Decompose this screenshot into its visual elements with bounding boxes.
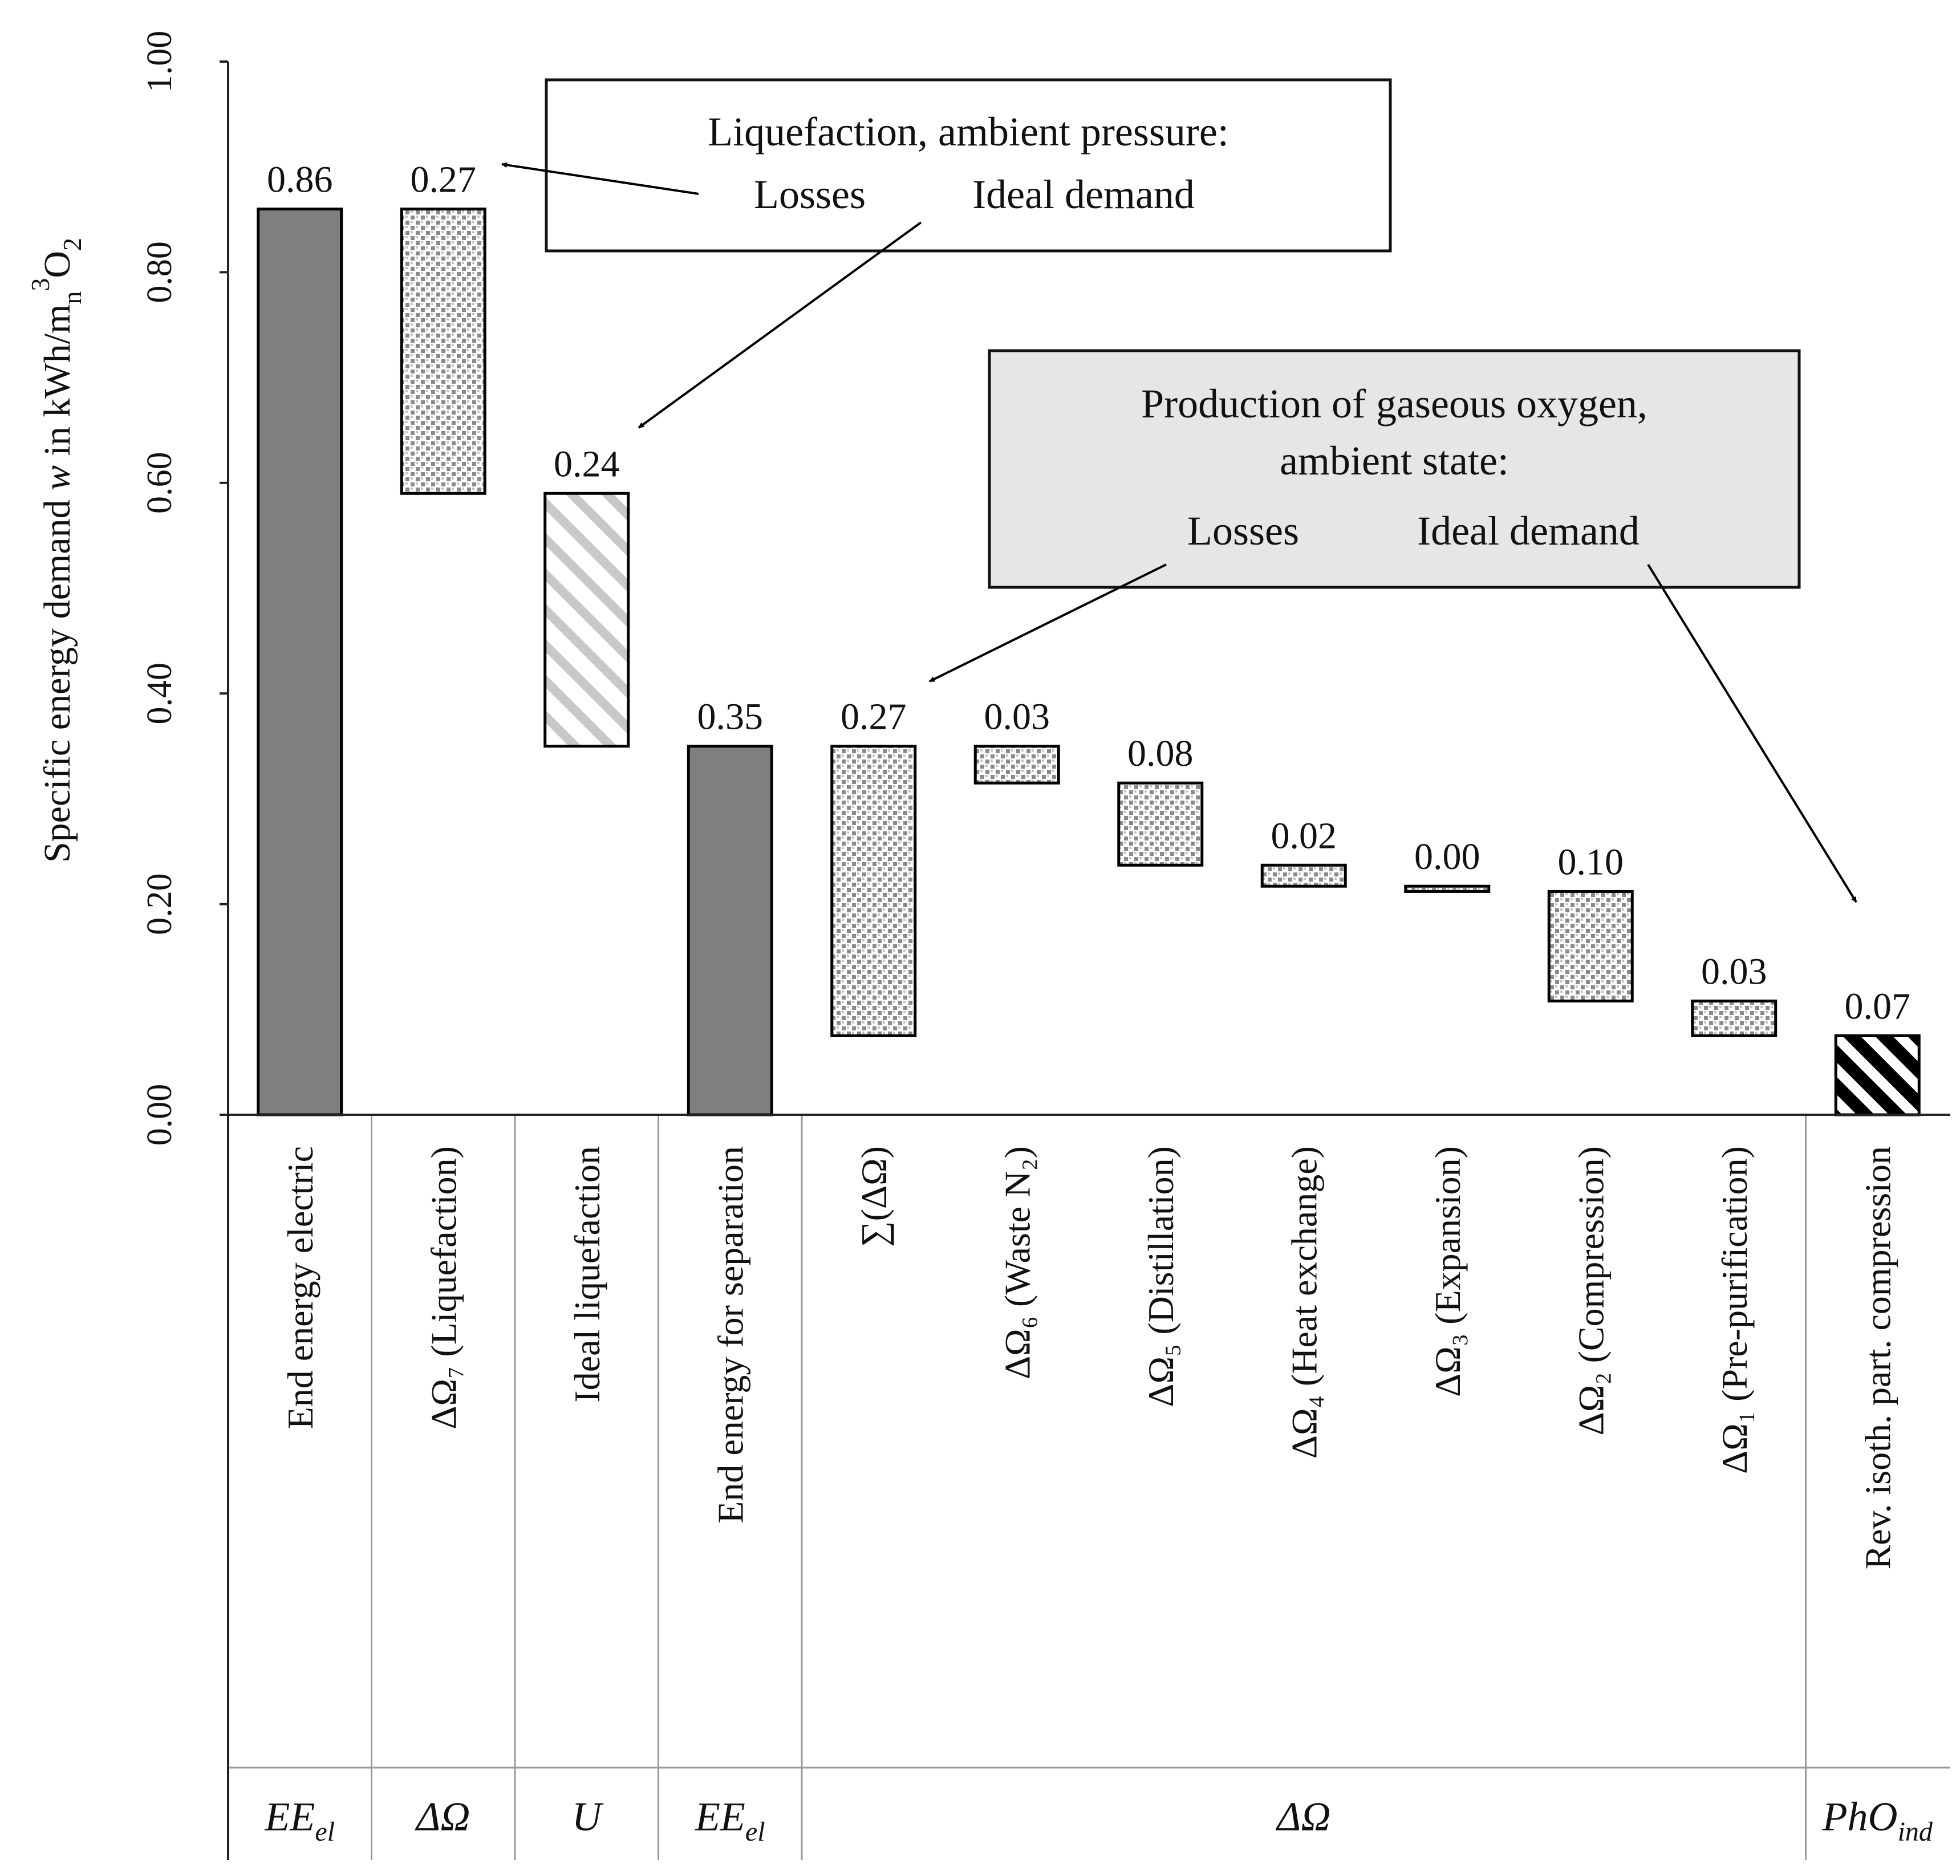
bar-value-label: 0.02	[1271, 815, 1337, 856]
bar	[400, 208, 486, 495]
bar	[687, 745, 773, 1116]
category-label: Ideal liquefaction	[567, 1146, 607, 1403]
y-tick-label: 0.40	[140, 663, 179, 725]
category-label: ΔΩ₂ (Compression)	[1571, 1146, 1611, 1435]
category-label: ΔΩ₁ (Pre-purification)	[1714, 1146, 1755, 1474]
bar	[1691, 1000, 1778, 1037]
arrow-losses-liquefaction	[501, 162, 699, 195]
group-label-main: ΔΩ	[415, 1794, 470, 1840]
annotation-gaseous-oxygen-losses: Losses	[1187, 508, 1299, 554]
group-label: ΔΩ	[1275, 1794, 1330, 1840]
group-label: ΔΩ	[415, 1794, 470, 1840]
category-label: ΔΩ₃ (Expansion)	[1427, 1146, 1468, 1397]
annotation-gaseous-oxygen-ideal: Ideal demand	[1417, 508, 1640, 554]
group-label-sub: el	[745, 1817, 765, 1847]
bar-value-label: 0.27	[841, 696, 907, 738]
bars	[257, 208, 1921, 1116]
value-labels: 0.86 0.27 0.24 0.35 0.27 0.03 0.08 0.02 0.00 0.10…	[267, 159, 1910, 1028]
bar-value-label: 0.35	[697, 696, 764, 738]
category-label: ΔΩ₄ (Heat exchange)	[1284, 1146, 1324, 1459]
y-tick-label: 0.80	[140, 241, 179, 303]
annotation-gaseous-oxygen-title-2: ambient state:	[1280, 438, 1509, 484]
group-label: EEel	[695, 1794, 765, 1847]
bar-value-label: 0.24	[554, 443, 620, 485]
bar	[830, 745, 917, 1037]
bar	[1834, 1034, 1921, 1116]
bar-value-label: 0.07	[1845, 985, 1911, 1027]
group-label-main: EE	[264, 1794, 315, 1840]
bar-value-label: 0.27	[411, 159, 477, 201]
category-label: ΔΩ₅ (Distillation)	[1141, 1146, 1181, 1407]
group-label: U	[572, 1794, 604, 1840]
bar	[1547, 890, 1634, 1003]
arrow-ideal-oxygen	[1647, 563, 1857, 903]
y-tick-label: 0.60	[140, 452, 179, 514]
arrow-losses-oxygen	[929, 563, 1167, 683]
y-tick-label: 0.00	[140, 1084, 179, 1146]
category-label: ∑(ΔΩ)	[854, 1146, 894, 1247]
group-label: EEel	[264, 1794, 335, 1847]
category-labels: End energy electric ΔΩ₇ (Liquefaction) Ide…	[280, 1146, 1898, 1569]
bar-value-label: 0.10	[1558, 841, 1624, 883]
annotation-liquefaction: Liquefaction, ambient pressure: Losses I…	[501, 78, 1392, 429]
annotation-liquefaction-ideal: Ideal demand	[972, 172, 1195, 217]
annotation-liquefaction-title: Liquefaction, ambient pressure:	[708, 109, 1229, 155]
annotation-gaseous-oxygen-box	[988, 349, 1801, 589]
bar-value-label: 0.86	[267, 159, 333, 201]
bar	[1260, 863, 1347, 888]
bar	[543, 492, 630, 748]
bar	[257, 208, 343, 1116]
category-label: End energy for separation	[710, 1146, 750, 1524]
bar-value-label: 0.03	[1701, 951, 1767, 993]
y-axis-ticks: 0.00 0.20 0.40 0.60 0.80 1.00	[140, 31, 228, 1146]
group-label-main: PhO	[1822, 1794, 1898, 1840]
category-label: Rev. isoth. part. compression	[1857, 1146, 1898, 1569]
arrow-ideal-liquefaction	[638, 221, 922, 429]
bar	[1404, 884, 1491, 893]
group-label-main: U	[572, 1794, 604, 1840]
y-tick-label: 1.00	[140, 31, 179, 93]
annotation-gaseous-oxygen-title-1: Production of gaseous oxygen,	[1141, 381, 1647, 427]
category-label: ΔΩ₇ (Liquefaction)	[423, 1146, 464, 1430]
category-label: ΔΩ₆ (Waste N₂)	[997, 1146, 1037, 1379]
group-label-sub: el	[315, 1817, 335, 1847]
y-axis-label-text: Specific energy demand w in kWh/mn3O2	[26, 238, 87, 863]
y-axis-label: Specific energy demand w in kWh/mn3O2	[26, 238, 87, 863]
category-label: End energy electric	[280, 1146, 320, 1429]
category-axis	[228, 1115, 1950, 1860]
annotation-liquefaction-box	[545, 78, 1392, 253]
group-label: PhOind	[1822, 1794, 1933, 1847]
annotation-gaseous-oxygen: Production of gaseous oxygen, ambient st…	[929, 349, 1857, 903]
group-label-main: EE	[695, 1794, 745, 1840]
group-labels: EEel ΔΩ U EEel ΔΩ PhOind	[264, 1794, 1933, 1847]
bar-value-label: 0.08	[1127, 733, 1194, 774]
y-tick-label: 0.20	[140, 873, 179, 935]
bar	[1117, 781, 1204, 867]
annotation-liquefaction-losses: Losses	[754, 172, 866, 217]
group-label-sub: ind	[1898, 1817, 1933, 1847]
bar-value-label: 0.03	[984, 696, 1050, 738]
group-label-main: ΔΩ	[1275, 1794, 1330, 1840]
bar	[973, 745, 1060, 785]
bar-value-label: 0.00	[1414, 836, 1480, 878]
